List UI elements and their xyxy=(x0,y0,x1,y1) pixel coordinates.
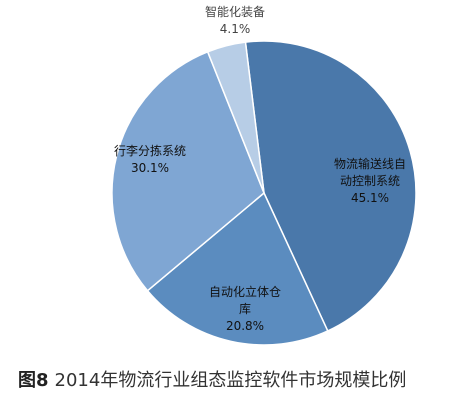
slice-category-label: 物流输送线自 xyxy=(334,156,406,171)
pie-slice xyxy=(244,40,417,332)
pie-slice xyxy=(146,191,329,346)
pie-slice xyxy=(206,41,265,194)
figure-caption: 图8 2014年物流行业组态监控软件市场规模比例 xyxy=(18,366,458,396)
pie-slices xyxy=(111,40,417,346)
slice-category-label: 智能化装备 xyxy=(205,4,265,19)
slice-category-label: 行李分拣系统 xyxy=(114,143,186,158)
slice-value-label: 20.8% xyxy=(226,319,264,333)
slice-value-label: 4.1% xyxy=(220,22,251,36)
slice-value-label: 45.1% xyxy=(351,191,389,205)
pie-slice xyxy=(111,50,265,292)
slice-category-label: 动控制系统 xyxy=(340,174,400,188)
slice-value-label: 30.1% xyxy=(131,161,169,175)
caption-text: 2014年物流行业组态监控软件市场规模比例 xyxy=(54,370,407,391)
slice-category-label: 自动化立体仓 xyxy=(209,284,281,299)
figure-label: 图8 xyxy=(18,370,49,391)
slice-category-label: 库 xyxy=(239,301,251,316)
